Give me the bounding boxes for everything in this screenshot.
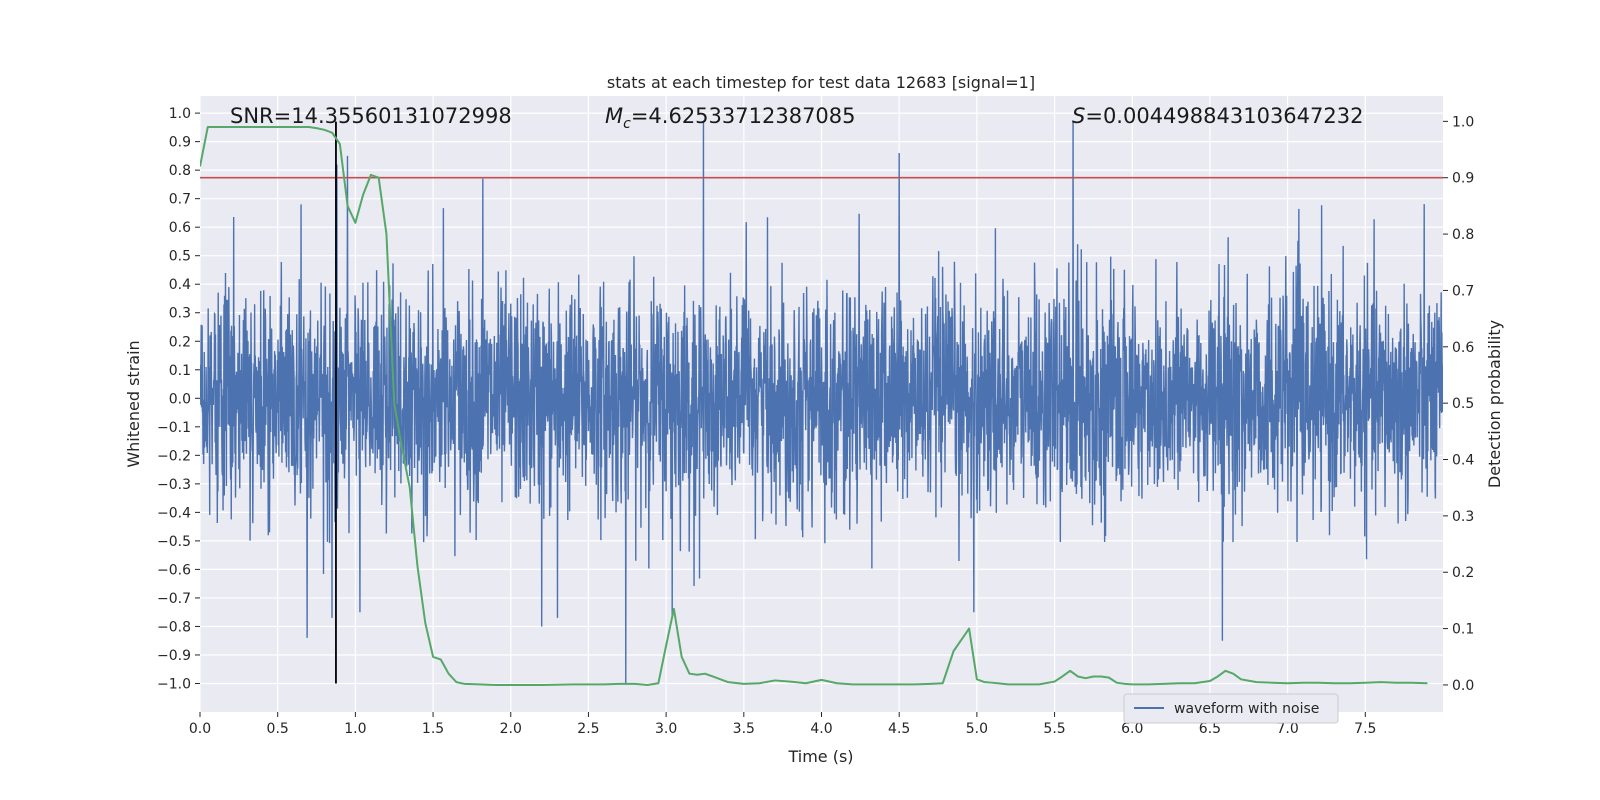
- y-axis-label: Whitened strain: [124, 340, 143, 467]
- x-tick-label: 3.5: [733, 721, 755, 737]
- s-symbol: S: [1072, 104, 1085, 128]
- y2-tick-label: 0.4: [1452, 453, 1474, 469]
- x-tick-label: 5.5: [1043, 721, 1065, 737]
- y-tick-label: 0.8: [169, 163, 191, 179]
- y-axis-ticks: 1.0 0.9 0.8 0.7 0.6 0.5 0.4 0.3 0.2 0.1 0.0 −0.1 −0.…: [157, 106, 200, 692]
- x-axis-label: Time (s): [787, 747, 853, 766]
- probability-series: [200, 126, 1428, 686]
- y2-axis-ticks: 1.0 0.9 0.8 0.7 0.6 0.5 0.4 0.3 0.2 0.1 0.0: [1443, 114, 1474, 694]
- probability-line: [200, 126, 1428, 686]
- legend-label: waveform with noise: [1174, 701, 1319, 717]
- y-tick-label: −0.1: [157, 420, 191, 436]
- chirp-mass-value: =4.62533712387085: [631, 104, 856, 128]
- y-tick-label: −0.4: [157, 505, 191, 521]
- y-tick-label: 1.0: [169, 106, 191, 122]
- x-tick-label: 1.5: [422, 721, 444, 737]
- y-tick-label: 0.5: [169, 249, 191, 265]
- y-tick-label: −0.2: [157, 448, 191, 464]
- s-value: =0.004498843103647232: [1085, 104, 1363, 128]
- y-tick-label: −0.6: [157, 562, 191, 578]
- x-axis-ticks: 0.0 0.5 1.0 1.5 2.0 2.5 3.0 3.5 4.0 4.5 5.0 5.5 6.0 6…: [189, 712, 1376, 737]
- y2-tick-label: 0.3: [1452, 509, 1474, 525]
- y2-tick-label: 0.6: [1452, 340, 1474, 356]
- y-tick-label: 0.9: [169, 135, 191, 151]
- y2-tick-label: 0.5: [1452, 396, 1474, 412]
- x-tick-label: 7.0: [1276, 721, 1298, 737]
- y-tick-label: 0.7: [169, 192, 191, 208]
- chirp-mass-annotation: Mc=4.62533712387085: [605, 104, 856, 132]
- y2-tick-label: 1.0: [1452, 114, 1474, 130]
- legend: waveform with noise: [1123, 693, 1339, 724]
- s-annotation: S=0.004498843103647232: [1072, 104, 1363, 128]
- y2-tick-label: 0.2: [1452, 565, 1474, 581]
- x-tick-label: 2.0: [500, 721, 522, 737]
- y2-tick-label: 0.1: [1452, 622, 1474, 638]
- x-tick-label: 6.5: [1199, 721, 1221, 737]
- y-tick-label: −1.0: [157, 676, 191, 692]
- y-tick-label: 0.2: [169, 334, 191, 350]
- x-tick-label: 7.5: [1354, 721, 1376, 737]
- snr-annotation: SNR=14.35560131072998: [230, 104, 512, 128]
- overlay-lines: [200, 121, 1443, 684]
- y-tick-label: −0.5: [157, 534, 191, 550]
- y-tick-label: −0.8: [157, 619, 191, 635]
- legend-box: [1123, 693, 1339, 724]
- y-tick-label: −0.3: [157, 477, 191, 493]
- y2-tick-label: 0.7: [1452, 283, 1474, 299]
- waveform-series: [200, 121, 1443, 684]
- chirp-mass-symbol: M: [605, 104, 623, 128]
- chart-title: stats at each timestep for test data 126…: [607, 73, 1035, 92]
- x-tick-label: 0.0: [189, 721, 211, 737]
- waveform-line: [200, 121, 1443, 684]
- y-tick-label: 0.6: [169, 220, 191, 236]
- y2-tick-label: 0.0: [1452, 678, 1474, 694]
- x-tick-label: 4.0: [810, 721, 832, 737]
- y-tick-label: −0.9: [157, 648, 191, 664]
- x-tick-label: 6.0: [1121, 721, 1143, 737]
- y2-axis-label: Detection probability: [1485, 320, 1504, 488]
- y-tick-label: 0.3: [169, 306, 191, 322]
- chirp-mass-subscript: c: [623, 116, 631, 132]
- y2-tick-label: 0.8: [1452, 227, 1474, 243]
- y-tick-label: 0.0: [169, 391, 191, 407]
- y-tick-label: −0.7: [157, 591, 191, 607]
- x-tick-label: 4.5: [888, 721, 910, 737]
- x-tick-label: 2.5: [577, 721, 599, 737]
- x-tick-label: 0.5: [267, 721, 289, 737]
- y2-tick-label: 0.9: [1452, 171, 1474, 187]
- x-tick-label: 1.0: [344, 721, 366, 737]
- x-tick-label: 5.0: [966, 721, 988, 737]
- x-tick-label: 3.0: [655, 721, 677, 737]
- y-tick-label: 0.1: [169, 363, 191, 379]
- y-tick-label: 0.4: [169, 277, 191, 293]
